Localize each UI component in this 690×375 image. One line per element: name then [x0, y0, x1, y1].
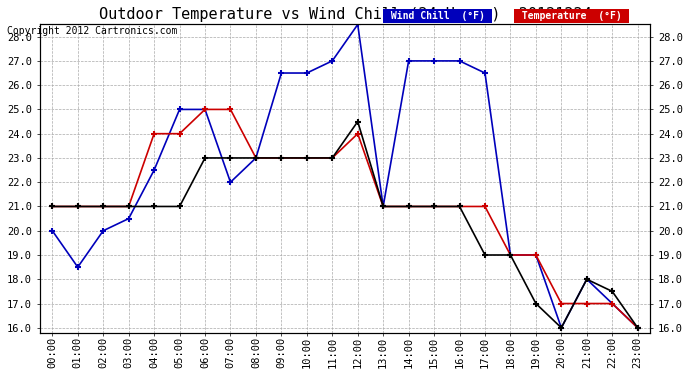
- Title: Outdoor Temperature vs Wind Chill (24 Hours)  20121224: Outdoor Temperature vs Wind Chill (24 Ho…: [99, 7, 591, 22]
- Text: Wind Chill  (°F): Wind Chill (°F): [385, 11, 491, 21]
- Text: Copyright 2012 Cartronics.com: Copyright 2012 Cartronics.com: [7, 26, 177, 36]
- Text: Temperature  (°F): Temperature (°F): [516, 11, 627, 21]
